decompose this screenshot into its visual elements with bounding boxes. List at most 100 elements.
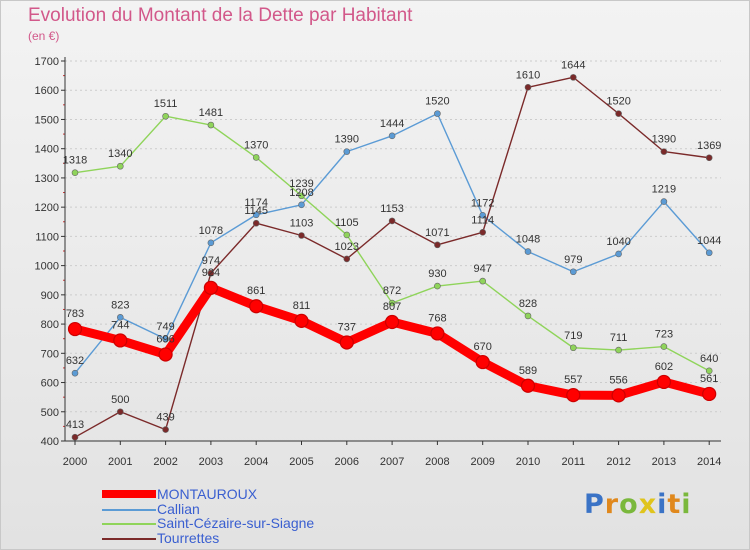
logo-letter: i <box>657 489 668 520</box>
value-label: 872 <box>383 285 401 297</box>
x-tick-label: 2013 <box>652 456 676 468</box>
value-label: 500 <box>111 394 129 406</box>
series-2-point <box>524 312 532 320</box>
series-0-point <box>203 280 218 295</box>
x-tick-label: 2011 <box>561 456 585 468</box>
x-tick-label: 2012 <box>606 456 630 468</box>
series-1-point <box>71 369 79 377</box>
y-tick-label: 900 <box>41 290 59 302</box>
x-tick-label: 2003 <box>199 456 223 468</box>
value-label: 1390 <box>335 134 359 146</box>
logo-letter: t <box>667 489 682 520</box>
x-tick-label: 2007 <box>380 456 404 468</box>
series-0-point <box>656 374 672 390</box>
value-label: 1103 <box>290 218 314 230</box>
series-0-point <box>294 313 309 328</box>
chart-subtitle: (en €) <box>28 29 60 43</box>
proxiti-logo: Proxiti <box>584 489 692 520</box>
series-1-point <box>252 211 260 219</box>
value-label: 711 <box>610 332 628 344</box>
series-1-point <box>479 212 487 219</box>
series-0-point <box>702 386 717 402</box>
series-3-point <box>162 426 169 433</box>
value-label: 807 <box>383 301 401 313</box>
y-tick-label: 1000 <box>35 261 59 273</box>
series-0-point <box>520 378 536 393</box>
legend-label: Saint-Cézaire-sur-Siagne <box>157 515 315 531</box>
y-tick-label: 800 <box>41 319 59 331</box>
value-label: 1370 <box>244 139 268 151</box>
legend-label: Tourrettes <box>157 530 220 546</box>
series-3-point <box>207 269 215 277</box>
y-tick-label: 1400 <box>35 144 59 156</box>
series-3-point <box>705 154 713 162</box>
legend-swatch <box>102 523 156 525</box>
x-tick-label: 2008 <box>425 456 449 468</box>
y-tick-label: 700 <box>41 348 59 360</box>
y-tick-label: 600 <box>41 378 59 390</box>
series-3-point <box>524 84 532 91</box>
value-label: 823 <box>111 299 129 311</box>
value-label: 670 <box>474 341 492 353</box>
value-label: 589 <box>519 365 537 377</box>
value-label: 947 <box>474 263 492 275</box>
series-3-point <box>615 110 622 117</box>
y-tick-label: 1200 <box>35 202 59 214</box>
value-label: 930 <box>428 268 446 280</box>
series-1-point <box>388 132 396 140</box>
logo-letter: i <box>681 489 692 520</box>
value-label: 1078 <box>199 225 223 237</box>
y-tick-label: 1500 <box>35 114 59 126</box>
series-1-point <box>569 268 577 276</box>
value-label: 924 <box>202 267 220 279</box>
value-label: 1071 <box>425 227 449 239</box>
series-2-point <box>569 344 577 352</box>
y-tick-label: 1300 <box>35 173 59 185</box>
value-label: 1318 <box>63 155 87 167</box>
value-label: 1520 <box>606 96 630 108</box>
series-2-point <box>705 367 713 375</box>
value-label: 1048 <box>516 234 540 246</box>
value-label: 1040 <box>606 236 630 248</box>
y-tick-label: 400 <box>41 436 59 448</box>
series-1-point <box>705 249 713 257</box>
value-label: 749 <box>156 321 174 333</box>
series-0 <box>67 280 717 403</box>
series-0-point <box>475 354 490 370</box>
value-label: 974 <box>202 255 220 267</box>
series-3-point <box>660 148 668 155</box>
series-3-point <box>479 228 487 236</box>
value-label: 413 <box>66 419 84 431</box>
x-tick-label: 2006 <box>335 456 359 468</box>
series-3 <box>71 74 713 441</box>
grid-layer <box>65 60 721 442</box>
series-0-point <box>249 299 264 314</box>
value-label: 1444 <box>380 118 404 130</box>
value-label: 556 <box>609 374 627 386</box>
value-label: 1644 <box>561 59 585 71</box>
value-label: 1369 <box>697 140 721 152</box>
y-tick-label: 1700 <box>35 56 59 68</box>
series-1-point <box>207 239 215 247</box>
x-tick-label: 2005 <box>289 456 313 468</box>
value-label: 1172 <box>471 197 495 209</box>
series-3-point <box>298 232 305 239</box>
series-1-point <box>298 201 305 209</box>
series-3-point <box>117 408 124 416</box>
y-tick-label: 500 <box>41 407 59 419</box>
series-3-point <box>434 241 441 249</box>
series-0-point <box>158 347 173 362</box>
value-label: 557 <box>564 374 582 386</box>
series-2-point <box>298 192 305 200</box>
series-2-point <box>479 277 487 285</box>
series-3-point <box>343 255 351 263</box>
legend-swatch <box>102 509 156 511</box>
series-2-point <box>71 169 79 176</box>
chart-title: Evolution du Montant de la Dette par Hab… <box>28 5 413 26</box>
series-2-point <box>660 343 668 350</box>
series-1-point <box>660 198 668 205</box>
value-label: 737 <box>338 321 356 333</box>
x-tick-label: 2000 <box>63 456 87 468</box>
value-label: 1174 <box>244 197 268 209</box>
